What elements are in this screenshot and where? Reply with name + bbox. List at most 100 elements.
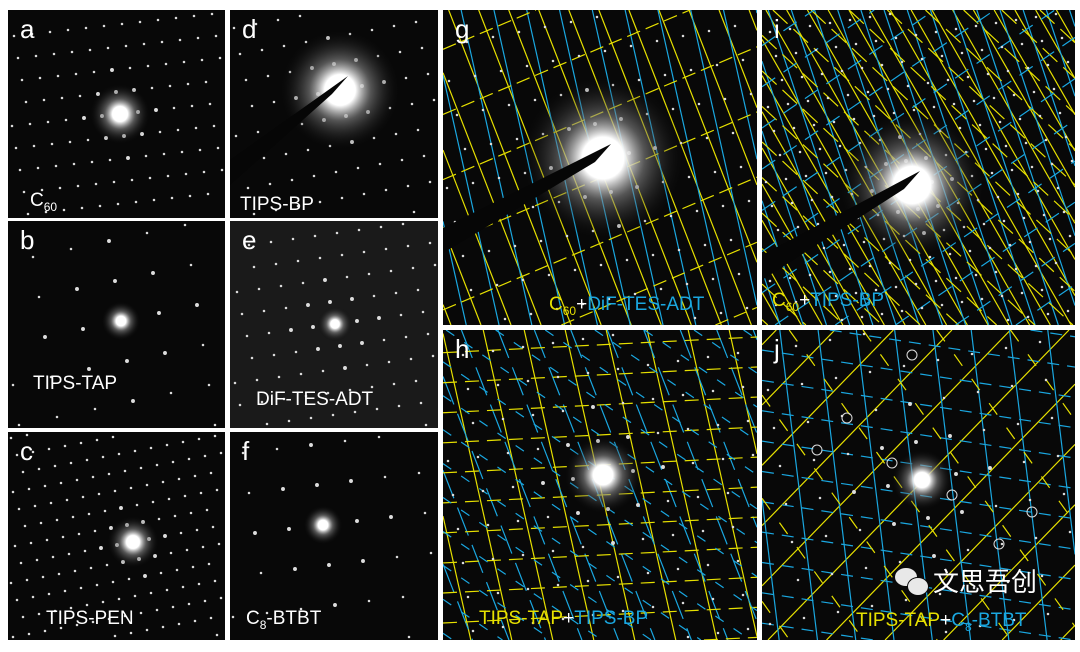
lattice-line: [1035, 10, 1075, 79]
diffraction-spot: [1054, 261, 1058, 265]
diffraction-spot: [561, 617, 565, 621]
diffraction-spot: [266, 74, 270, 78]
diffraction-spot: [416, 128, 420, 132]
diffraction-spot: [267, 331, 271, 335]
diffraction-spot: [151, 500, 155, 504]
diffraction-spot: [397, 404, 401, 408]
lattice-line: [762, 283, 807, 325]
diffraction-spot: [212, 124, 216, 128]
diffraction-spot: [794, 51, 798, 55]
lattice-line: [762, 601, 791, 640]
diffraction-spot: [9, 581, 13, 585]
diffraction-spot: [404, 76, 408, 80]
diffraction-spot: [874, 408, 878, 412]
diffraction-spot: [355, 319, 359, 323]
diffraction-spot: [848, 267, 852, 271]
lattice-line: [1014, 10, 1075, 116]
diffraction-spot: [219, 451, 223, 455]
diffraction-spot: [101, 600, 105, 604]
lattice-line: [448, 10, 572, 325]
diffraction-spot: [378, 162, 382, 166]
diffraction-spot: [193, 474, 197, 478]
diffraction-spot: [63, 589, 67, 593]
diffraction-spot: [982, 428, 986, 432]
diffraction-spot: [172, 106, 176, 110]
lattice-line: [755, 10, 757, 14]
diffraction-spot: [764, 180, 768, 184]
overlay-pattern: [443, 10, 757, 325]
diffraction-spot: [465, 40, 469, 44]
diffraction-spot: [994, 21, 998, 25]
diffraction-spot: [681, 393, 685, 397]
diffraction-spot: [1032, 90, 1036, 94]
diffraction-spot: [1016, 192, 1020, 196]
diffraction-spot: [577, 54, 581, 58]
diffraction-spot: [268, 182, 272, 186]
diffraction-spot: [516, 519, 520, 523]
diffraction-spot: [75, 623, 79, 627]
diffraction-spot: [476, 455, 480, 459]
diffraction-spot: [209, 616, 213, 620]
diffraction-spot: [496, 591, 500, 595]
diffraction-spot: [158, 130, 162, 134]
diffraction-spot: [406, 184, 410, 188]
diffraction-spot: [960, 51, 964, 55]
diffraction-spot: [17, 507, 21, 511]
diffraction-spot: [966, 548, 970, 552]
diffraction-spot: [25, 578, 29, 582]
lattice-line: [762, 141, 959, 325]
diffraction-spot: [17, 423, 21, 427]
diffraction-spot: [323, 278, 327, 282]
diffraction-spot: [713, 170, 717, 174]
lattice-line: [1068, 10, 1075, 27]
marker-circle: [946, 489, 958, 501]
diffraction-spot: [106, 46, 110, 50]
diffraction-spot: [60, 96, 64, 100]
diffraction-spot: [539, 239, 543, 243]
diffraction-spot: [868, 264, 872, 268]
diffraction-spot: [455, 113, 459, 117]
diffraction-spot: [469, 288, 473, 292]
diffraction-spot: [880, 63, 884, 67]
diffraction-spot: [88, 48, 92, 52]
diffraction-spot: [695, 209, 699, 213]
diffraction-spot: [685, 282, 689, 286]
diffraction-spot: [1004, 346, 1008, 350]
diffraction-spot: [864, 566, 868, 570]
diffraction-spot: [143, 574, 147, 578]
diffraction-spot: [35, 558, 39, 562]
diffraction-spot: [471, 181, 475, 185]
diffraction-spot: [822, 246, 826, 250]
diffraction-spot: [422, 154, 426, 158]
diffraction-spot: [202, 170, 206, 174]
diffraction-spot: [581, 302, 585, 306]
diffraction-spot: [111, 435, 115, 439]
diffraction-spot: [44, 210, 48, 214]
lattice-line: [443, 606, 757, 624]
diffraction-spot: [232, 26, 236, 30]
marker-circle: [1026, 506, 1038, 518]
diffraction-spot: [784, 502, 788, 506]
lattice-line: [443, 10, 691, 116]
diffraction-spot: [194, 126, 198, 130]
diffraction-spot: [808, 273, 812, 277]
diffraction-spot: [260, 48, 264, 52]
diffraction-spot: [179, 531, 183, 535]
diffraction-spot: [736, 351, 740, 355]
central-beam: [106, 515, 160, 569]
diffraction-spot: [294, 350, 298, 354]
diffraction-spot: [860, 315, 864, 319]
lattice-line: [762, 10, 875, 88]
diffraction-spot: [866, 90, 870, 94]
diffraction-spot: [428, 180, 432, 184]
diffraction-spot: [1062, 492, 1066, 496]
diffraction-spot: [834, 376, 838, 380]
diffraction-spot: [746, 419, 750, 423]
diffraction-spot: [697, 102, 701, 106]
marker-circle: [811, 444, 823, 456]
lattice-line: [884, 444, 1075, 640]
diffraction-spot: [166, 174, 170, 178]
diffraction-spot: [102, 24, 106, 28]
diffraction-spot: [681, 601, 685, 605]
lattice-line: [443, 376, 547, 640]
